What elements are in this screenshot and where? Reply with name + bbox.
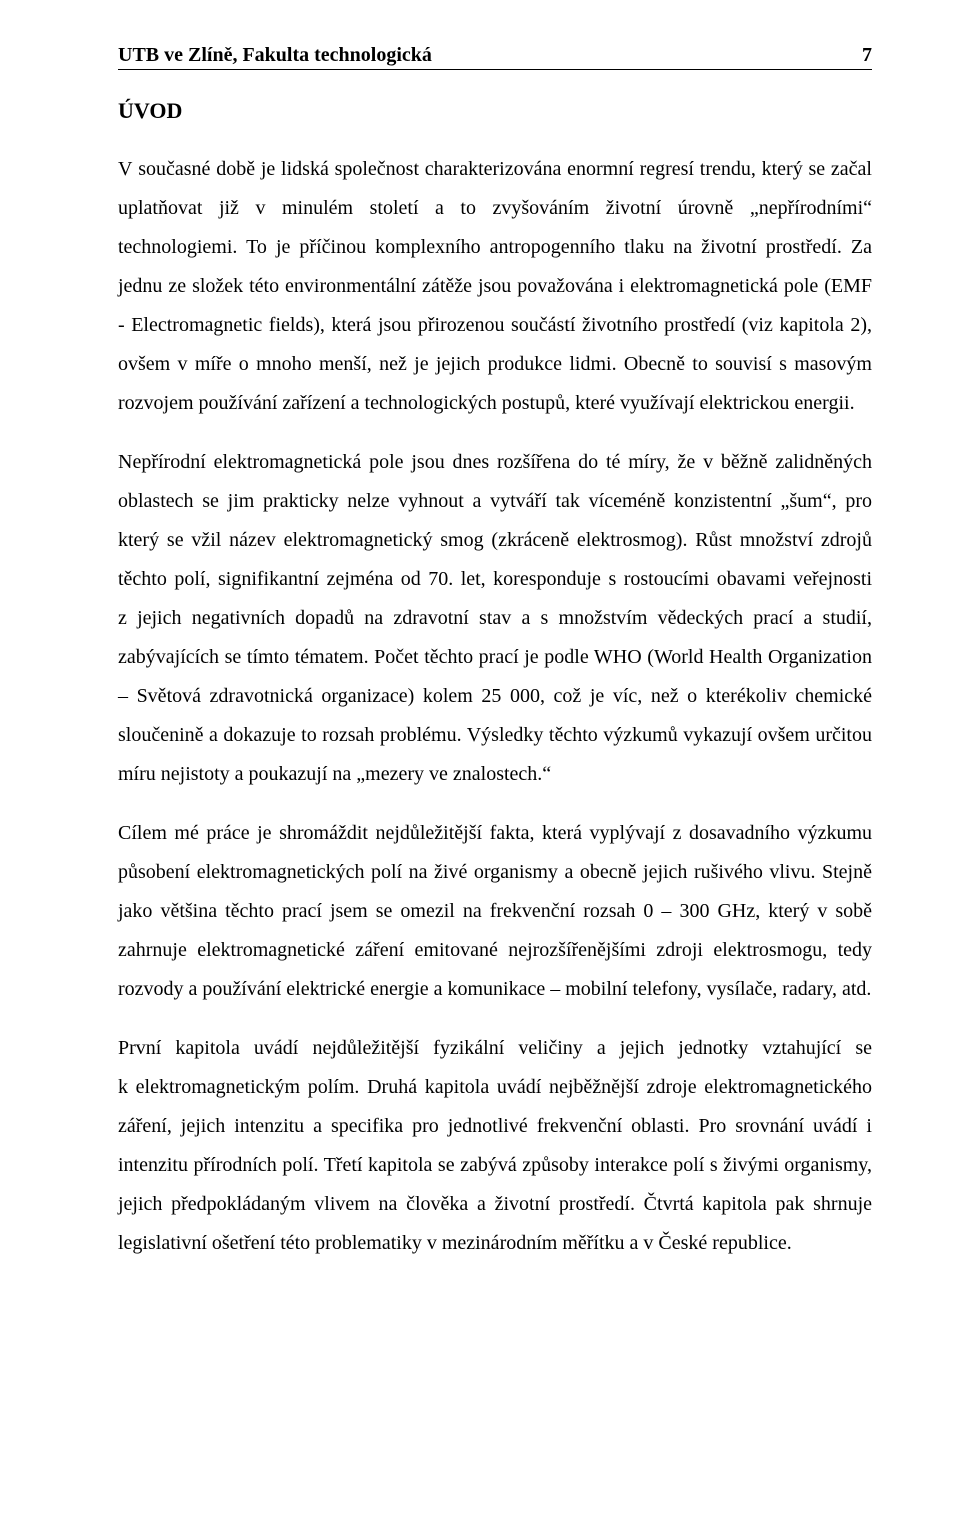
body-paragraph: Nepřírodní elektromagnetická pole jsou d… xyxy=(118,443,872,794)
section-title: ÚVOD xyxy=(118,98,872,124)
body-paragraph: Cílem mé práce je shromáždit nejdůležitě… xyxy=(118,814,872,1009)
page: UTB ve Zlíně, Fakulta technologická 7 ÚV… xyxy=(0,0,960,1539)
page-header: UTB ve Zlíně, Fakulta technologická 7 xyxy=(118,44,872,70)
body-paragraph: První kapitola uvádí nejdůležitější fyzi… xyxy=(118,1029,872,1263)
header-institution: UTB ve Zlíně, Fakulta technologická xyxy=(118,44,432,67)
header-page-number: 7 xyxy=(862,44,872,67)
body-paragraph: V současné době je lidská společnost cha… xyxy=(118,150,872,423)
